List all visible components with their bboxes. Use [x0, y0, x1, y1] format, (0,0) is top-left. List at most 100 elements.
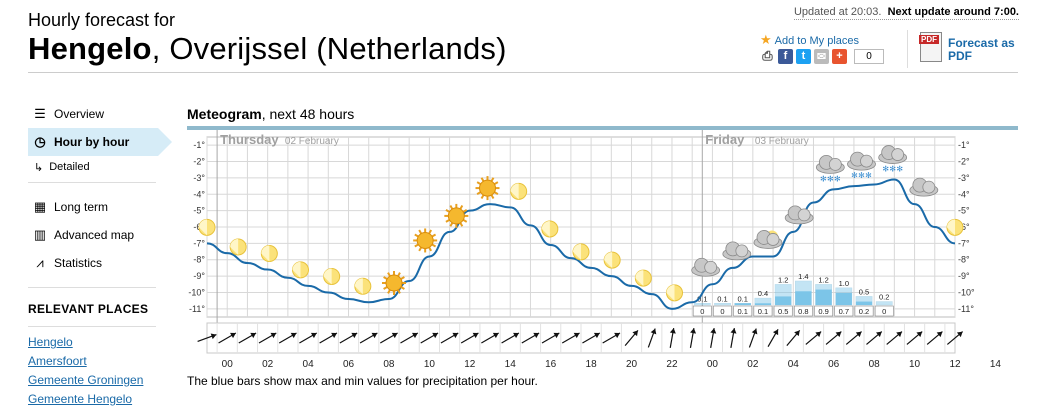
wind-arrow-icon	[258, 332, 277, 344]
cloud-puff	[797, 208, 811, 222]
mail-icon[interactable]: ✉	[814, 48, 829, 64]
wind-arrow-icon	[946, 331, 964, 345]
precip-max-label: 0.2	[879, 293, 889, 302]
precip-bar-max	[693, 303, 711, 306]
pdf-icon[interactable]: PDF	[919, 32, 942, 62]
wind-arrow-head	[452, 332, 459, 339]
wind-arrow-icon	[400, 332, 419, 344]
x-tick-label: 08	[869, 359, 881, 370]
place-link-hengelo[interactable]: Hengelo	[28, 335, 73, 349]
city-name: Hengelo	[28, 31, 152, 66]
snow-cloud-icon: ✻ ✻ ✻	[815, 154, 845, 183]
y-tick-label-left: -3°	[193, 173, 205, 183]
plus-share-icon[interactable]: +	[832, 48, 847, 64]
y-tick-label-right: -10°	[958, 287, 975, 297]
sun-ray	[387, 272, 391, 277]
sun-ray	[397, 272, 401, 277]
twitter-icon[interactable]: t	[796, 48, 811, 64]
wind-arrow-icon	[866, 331, 883, 345]
cloud-puff	[891, 148, 905, 161]
sun-ray	[418, 229, 423, 235]
y-tick-label-right: -7°	[958, 238, 970, 248]
sun-shade	[635, 270, 644, 287]
wind-arrow-icon	[278, 332, 297, 344]
print-icon[interactable]: ⎙	[762, 48, 773, 63]
place-link-gemeente-hengelo[interactable]: Gemeente Hengelo	[28, 392, 133, 406]
sun-core	[447, 207, 465, 225]
map-icon: ▥	[33, 227, 47, 242]
forecast-pdf-link[interactable]: Forecast as PDF	[948, 37, 1015, 63]
wind-arrow-icon	[561, 332, 580, 344]
sun-shade	[354, 278, 363, 295]
precip-bar-max	[875, 301, 893, 306]
sun-core	[416, 231, 434, 249]
sidebar-item-advanced-map[interactable]: ▥ Advanced map	[28, 221, 173, 249]
wind-arrow-icon	[521, 332, 540, 344]
precip-max-label: 0.1	[697, 294, 707, 303]
precip-min-label: 0	[700, 307, 704, 316]
y-tick-label-left: -4°	[193, 189, 205, 199]
wind-arrow-head	[492, 332, 499, 339]
share-row: ⎙ f t ✉ + 0	[760, 48, 884, 64]
place-link-groningen[interactable]: Gemeente Groningen	[28, 373, 144, 387]
snowflake: ✻	[889, 165, 896, 174]
place-link-amersfoort[interactable]: Amersfoort	[28, 354, 87, 368]
precip-bar-min	[835, 293, 852, 305]
bright-sun-icon	[413, 228, 438, 253]
wind-arrow-head	[936, 331, 943, 338]
sidebar-divider	[28, 287, 156, 288]
sidebar-item-detailed[interactable]: ↳ Detailed	[28, 156, 173, 178]
precip-min-box	[793, 305, 813, 317]
chart-icon: ⩘	[36, 255, 44, 270]
sidebar-item-statistics[interactable]: ⩘ Statistics	[28, 249, 173, 277]
sun-ray	[383, 276, 388, 280]
sidebar-item-hour-by-hour[interactable]: ◷ Hour by hour	[28, 128, 172, 156]
sidebar-item-long-term[interactable]: ▦ Long term	[28, 193, 173, 221]
wind-arrow-head	[614, 332, 620, 339]
update-info: Updated at 20:03. Next update around 7:0…	[793, 6, 1019, 20]
y-tick-label-right: -6°	[958, 222, 970, 232]
pdf-icon-tag: PDF	[919, 35, 939, 44]
facebook-icon[interactable]: f	[778, 48, 793, 64]
sidebar-item-overview[interactable]: ☰ Overview	[28, 100, 173, 128]
sun-ray	[476, 191, 482, 195]
cloud-icon	[909, 177, 939, 197]
cloud-sun-icon	[753, 230, 783, 249]
precip-bar-min	[795, 291, 812, 305]
sidebar-item-label: Detailed	[49, 161, 90, 173]
cloud-icon	[691, 257, 721, 277]
sun-ray	[414, 233, 419, 238]
wind-arrow-head	[573, 332, 580, 339]
sun-shade	[573, 243, 581, 260]
y-tick-label-left: -8°	[193, 255, 205, 265]
precip-bar-min	[775, 296, 792, 305]
y-tick-label-right: -2°	[958, 157, 970, 167]
sun-core	[479, 179, 496, 197]
wind-arrow-head	[310, 332, 317, 339]
cloud-puff	[735, 244, 749, 258]
day-date: 02 February	[285, 136, 339, 147]
add-to-places-link[interactable]: ★ Add to My places	[760, 32, 859, 48]
y-tick-label-right: -11°	[958, 304, 974, 314]
wind-arrow-icon	[481, 332, 499, 344]
x-tick-label: 22	[666, 359, 678, 370]
precip-min-box	[713, 305, 732, 317]
y-tick-label-left: -10°	[188, 287, 205, 297]
wind-arrow-icon	[786, 329, 801, 347]
wind-arrow-head	[553, 332, 560, 339]
wind-arrow-icon	[748, 328, 758, 348]
places-divider	[28, 326, 156, 327]
sun-ray	[428, 246, 433, 252]
x-tick-label: 14	[505, 359, 517, 370]
precip-min-box	[773, 305, 793, 317]
wind-arrow-head	[772, 329, 779, 336]
precip-max-label: 1.0	[839, 279, 849, 288]
sun-ray	[414, 243, 419, 248]
snowflake: ✻	[820, 174, 827, 183]
wind-arrow-icon	[669, 328, 676, 348]
x-tick-label: 04	[788, 359, 800, 370]
precip-bar-min	[754, 303, 772, 305]
wind-arrow-icon	[299, 332, 318, 344]
bright-sun-icon	[382, 271, 406, 295]
wind-arrow-icon	[906, 331, 923, 345]
